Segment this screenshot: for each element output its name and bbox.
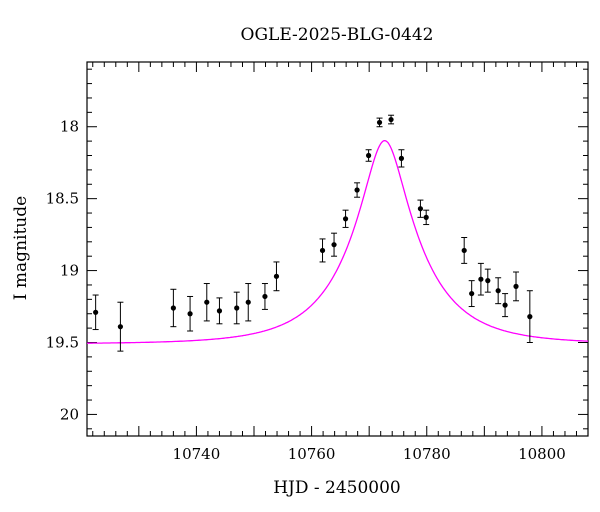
y-tick-label: 18.5: [46, 190, 79, 208]
data-point: [331, 242, 337, 248]
data-point: [365, 152, 372, 159]
data-point: [398, 155, 405, 161]
data-point: [216, 308, 223, 314]
x-tick-label: 10760: [288, 445, 336, 463]
model-curve: [87, 140, 589, 344]
data-point: [469, 290, 475, 297]
data-point: [117, 324, 123, 330]
data-point: [513, 283, 519, 289]
x-axis-label: HJD - 2450000: [273, 478, 401, 498]
x-tick-label: 10800: [518, 445, 566, 463]
data-point: [423, 214, 429, 220]
data-point: [245, 299, 251, 305]
plot-frame: [86, 61, 589, 437]
data-point: [319, 247, 326, 254]
data-point: [495, 288, 501, 294]
y-tick-label: 19.5: [46, 334, 79, 352]
data-point: [388, 116, 394, 123]
data-point: [461, 247, 467, 254]
x-tick-label: 10740: [173, 445, 221, 463]
data-point: [527, 314, 533, 320]
data-point: [354, 187, 360, 193]
chart-title: OGLE-2025-BLG-0442: [241, 25, 434, 45]
y-tick-label: 20: [60, 405, 79, 423]
data-point: [502, 302, 508, 308]
data-point: [170, 305, 176, 311]
x-tick-label: 10780: [403, 445, 451, 463]
data-point: [187, 311, 193, 317]
y-tick-label: 18: [60, 118, 79, 136]
data-point: [478, 276, 484, 282]
data-point: [204, 299, 210, 305]
plot-area: 10740 10760 10780 10800 18 18.5 19 19.5 20: [46, 61, 589, 463]
data-point: [93, 309, 99, 315]
data-point: [376, 119, 383, 126]
data-point: [234, 305, 240, 311]
data-point: [485, 278, 491, 284]
data-point: [417, 206, 424, 212]
data-point: [273, 273, 280, 279]
y-tick-label: 19: [60, 262, 79, 280]
data-point: [342, 216, 349, 222]
data-point: [262, 293, 268, 300]
y-axis-label: I magnitude: [11, 196, 31, 300]
